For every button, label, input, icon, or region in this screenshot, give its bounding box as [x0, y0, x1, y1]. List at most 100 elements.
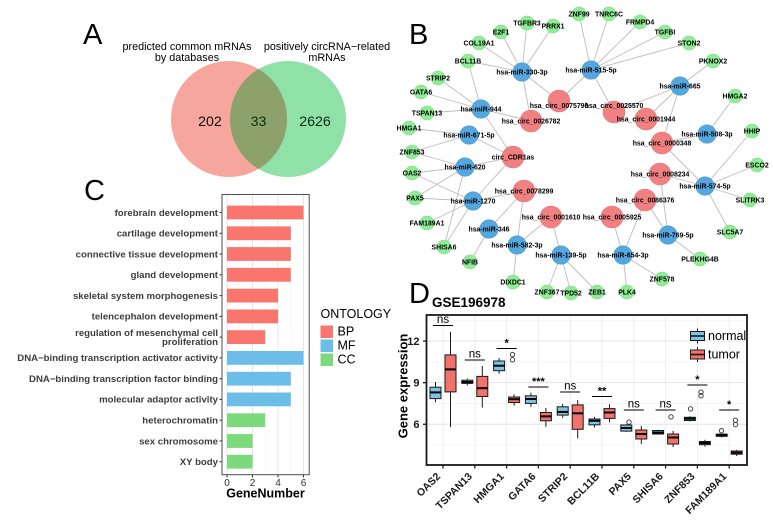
svg-text:BCL11B: BCL11B — [455, 58, 481, 65]
svg-text:***: *** — [532, 376, 546, 388]
svg-text:FAM189A1: FAM189A1 — [410, 220, 445, 227]
svg-text:TGFBR3: TGFBR3 — [513, 20, 541, 27]
svg-text:tumor: tumor — [708, 348, 740, 362]
svg-text:hsa_circ_0075796: hsa_circ_0075796 — [530, 103, 589, 110]
svg-text:hsa_circ_0005925: hsa_circ_0005925 — [583, 214, 642, 221]
svg-text:202: 202 — [198, 114, 222, 130]
svg-text:gland development: gland development — [131, 270, 219, 281]
svg-text:MF: MF — [338, 339, 356, 353]
svg-text:hsa_circ_0008234: hsa_circ_0008234 — [631, 171, 690, 178]
svg-text:6: 6 — [301, 478, 307, 489]
svg-text:hsa-miR-330-3p: hsa-miR-330-3p — [496, 69, 547, 76]
svg-text:ns: ns — [628, 399, 640, 411]
svg-text:C: C — [84, 175, 105, 207]
svg-text:hsa-miR-346: hsa-miR-346 — [469, 226, 510, 233]
svg-text:hsa_circ_0000348: hsa_circ_0000348 — [633, 140, 692, 147]
svg-text:33: 33 — [251, 114, 267, 130]
svg-text:E2F1: E2F1 — [493, 29, 510, 36]
svg-text:molecular adaptor activity: molecular adaptor activity — [99, 395, 219, 406]
svg-text:hsa-miR-944: hsa-miR-944 — [461, 106, 502, 113]
svg-text:connective tissue development: connective tissue development — [76, 249, 219, 260]
svg-text:COL19A1: COL19A1 — [463, 40, 494, 47]
svg-text:2626: 2626 — [299, 114, 331, 130]
svg-text:ns: ns — [469, 349, 481, 361]
svg-text:SLC5A7: SLC5A7 — [717, 229, 744, 236]
svg-text:predicted common mRNAs: predicted common mRNAs — [122, 41, 252, 53]
svg-text:DNA−binding transcription fact: DNA−binding transcription factor binding — [29, 374, 218, 385]
svg-text:ZNF99: ZNF99 — [568, 11, 589, 18]
svg-text:NFIB: NFIB — [462, 259, 478, 266]
svg-text:PLK4: PLK4 — [618, 289, 636, 296]
svg-text:HMGA1: HMGA1 — [397, 125, 422, 132]
svg-text:hsa-miR-515-5p: hsa-miR-515-5p — [565, 67, 616, 74]
svg-text:4: 4 — [275, 478, 281, 489]
svg-text:0: 0 — [224, 478, 230, 489]
svg-text:*: * — [727, 399, 732, 411]
svg-text:hsa-miR-769-5p: hsa-miR-769-5p — [642, 232, 693, 239]
svg-text:ZNF853: ZNF853 — [400, 149, 425, 156]
svg-text:normal: normal — [708, 329, 746, 343]
svg-text:cartilage development: cartilage development — [117, 229, 219, 240]
svg-text:ZNF578: ZNF578 — [650, 276, 675, 283]
svg-text:mRNAs: mRNAs — [308, 52, 346, 64]
svg-text:DIXDC1: DIXDC1 — [500, 279, 525, 286]
svg-text:hsa-miR-665: hsa-miR-665 — [660, 83, 701, 90]
svg-text:hsa-miR-654-3p: hsa-miR-654-3p — [597, 252, 648, 259]
svg-text:2: 2 — [250, 478, 256, 489]
svg-text:ns: ns — [660, 399, 672, 411]
svg-text:SHISA6: SHISA6 — [432, 244, 457, 251]
svg-text:B: B — [409, 19, 428, 51]
svg-text:SLITRK3: SLITRK3 — [736, 197, 765, 204]
svg-text:TNRC6C: TNRC6C — [595, 11, 623, 18]
svg-text:TPD52: TPD52 — [560, 290, 582, 297]
svg-text:forebrain development: forebrain development — [115, 208, 219, 219]
svg-text:regulation of mesenchymal cell: regulation of mesenchymal cell — [75, 328, 218, 339]
svg-text:proliferation: proliferation — [162, 337, 218, 348]
svg-text:D: D — [409, 278, 430, 310]
svg-text:hsa-miR-620: hsa-miR-620 — [445, 164, 486, 171]
svg-text:HMGA2: HMGA2 — [723, 93, 748, 100]
svg-text:hsa_circ_0001610: hsa_circ_0001610 — [522, 214, 581, 221]
svg-text:FRMPD4: FRMPD4 — [626, 19, 654, 26]
svg-text:by databases: by databases — [155, 52, 220, 64]
svg-text:**: ** — [598, 386, 607, 398]
svg-text:HHIP: HHIP — [744, 128, 761, 135]
svg-text:sex chromosome: sex chromosome — [139, 436, 218, 447]
svg-text:ONTOLOGY: ONTOLOGY — [321, 307, 392, 321]
svg-text:ZEB1: ZEB1 — [588, 289, 606, 296]
svg-text:telencephalon development: telencephalon development — [92, 312, 219, 323]
svg-text:BP: BP — [338, 325, 355, 339]
svg-text:hsa_circ_0001944: hsa_circ_0001944 — [617, 116, 676, 123]
svg-text:TGFBI: TGFBI — [655, 29, 676, 36]
svg-text:PLEKHG4B: PLEKHG4B — [681, 256, 719, 263]
svg-text:hsa-miR-139-5p: hsa-miR-139-5p — [535, 252, 586, 259]
svg-text:12: 12 — [407, 336, 419, 348]
svg-text:hsa_circ_0086376: hsa_circ_0086376 — [616, 197, 675, 204]
svg-text:STON2: STON2 — [678, 40, 701, 47]
svg-text:hsa-miR-1270: hsa-miR-1270 — [451, 198, 496, 205]
svg-text:hsa_circ_0078299: hsa_circ_0078299 — [495, 188, 554, 195]
svg-text:GeneNumber: GeneNumber — [226, 487, 305, 501]
svg-text:ESCO2: ESCO2 — [745, 162, 769, 169]
svg-text:PAX5: PAX5 — [406, 195, 424, 202]
svg-text:XY body: XY body — [180, 457, 219, 468]
svg-text:ns: ns — [564, 381, 576, 393]
svg-text:OAS2: OAS2 — [403, 170, 422, 177]
svg-text:STRIP2: STRIP2 — [426, 75, 450, 82]
svg-text:heterochromatin: heterochromatin — [142, 416, 218, 427]
svg-text:PRRX1: PRRX1 — [542, 23, 565, 30]
svg-text:PKNOX2: PKNOX2 — [699, 58, 728, 65]
svg-text:A: A — [83, 19, 103, 51]
svg-text:hsa_circ_0026782: hsa_circ_0026782 — [502, 118, 561, 125]
svg-text:GATA6: GATA6 — [410, 89, 432, 96]
svg-text:*: * — [695, 374, 700, 386]
svg-text:TSPAN13: TSPAN13 — [412, 110, 443, 117]
svg-text:skeletal system morphogenesis: skeletal system morphogenesis — [73, 291, 218, 302]
svg-text:ns: ns — [437, 314, 449, 326]
svg-text:hsa-miR-508-3p: hsa-miR-508-3p — [681, 131, 732, 138]
svg-text:CC: CC — [338, 353, 356, 367]
svg-text:*: * — [504, 338, 509, 350]
svg-text:Gene expression: Gene expression — [396, 334, 411, 439]
svg-text:hsa-miR-574-5p: hsa-miR-574-5p — [679, 183, 730, 190]
svg-text:hsa-miR-582-3p: hsa-miR-582-3p — [491, 242, 542, 249]
